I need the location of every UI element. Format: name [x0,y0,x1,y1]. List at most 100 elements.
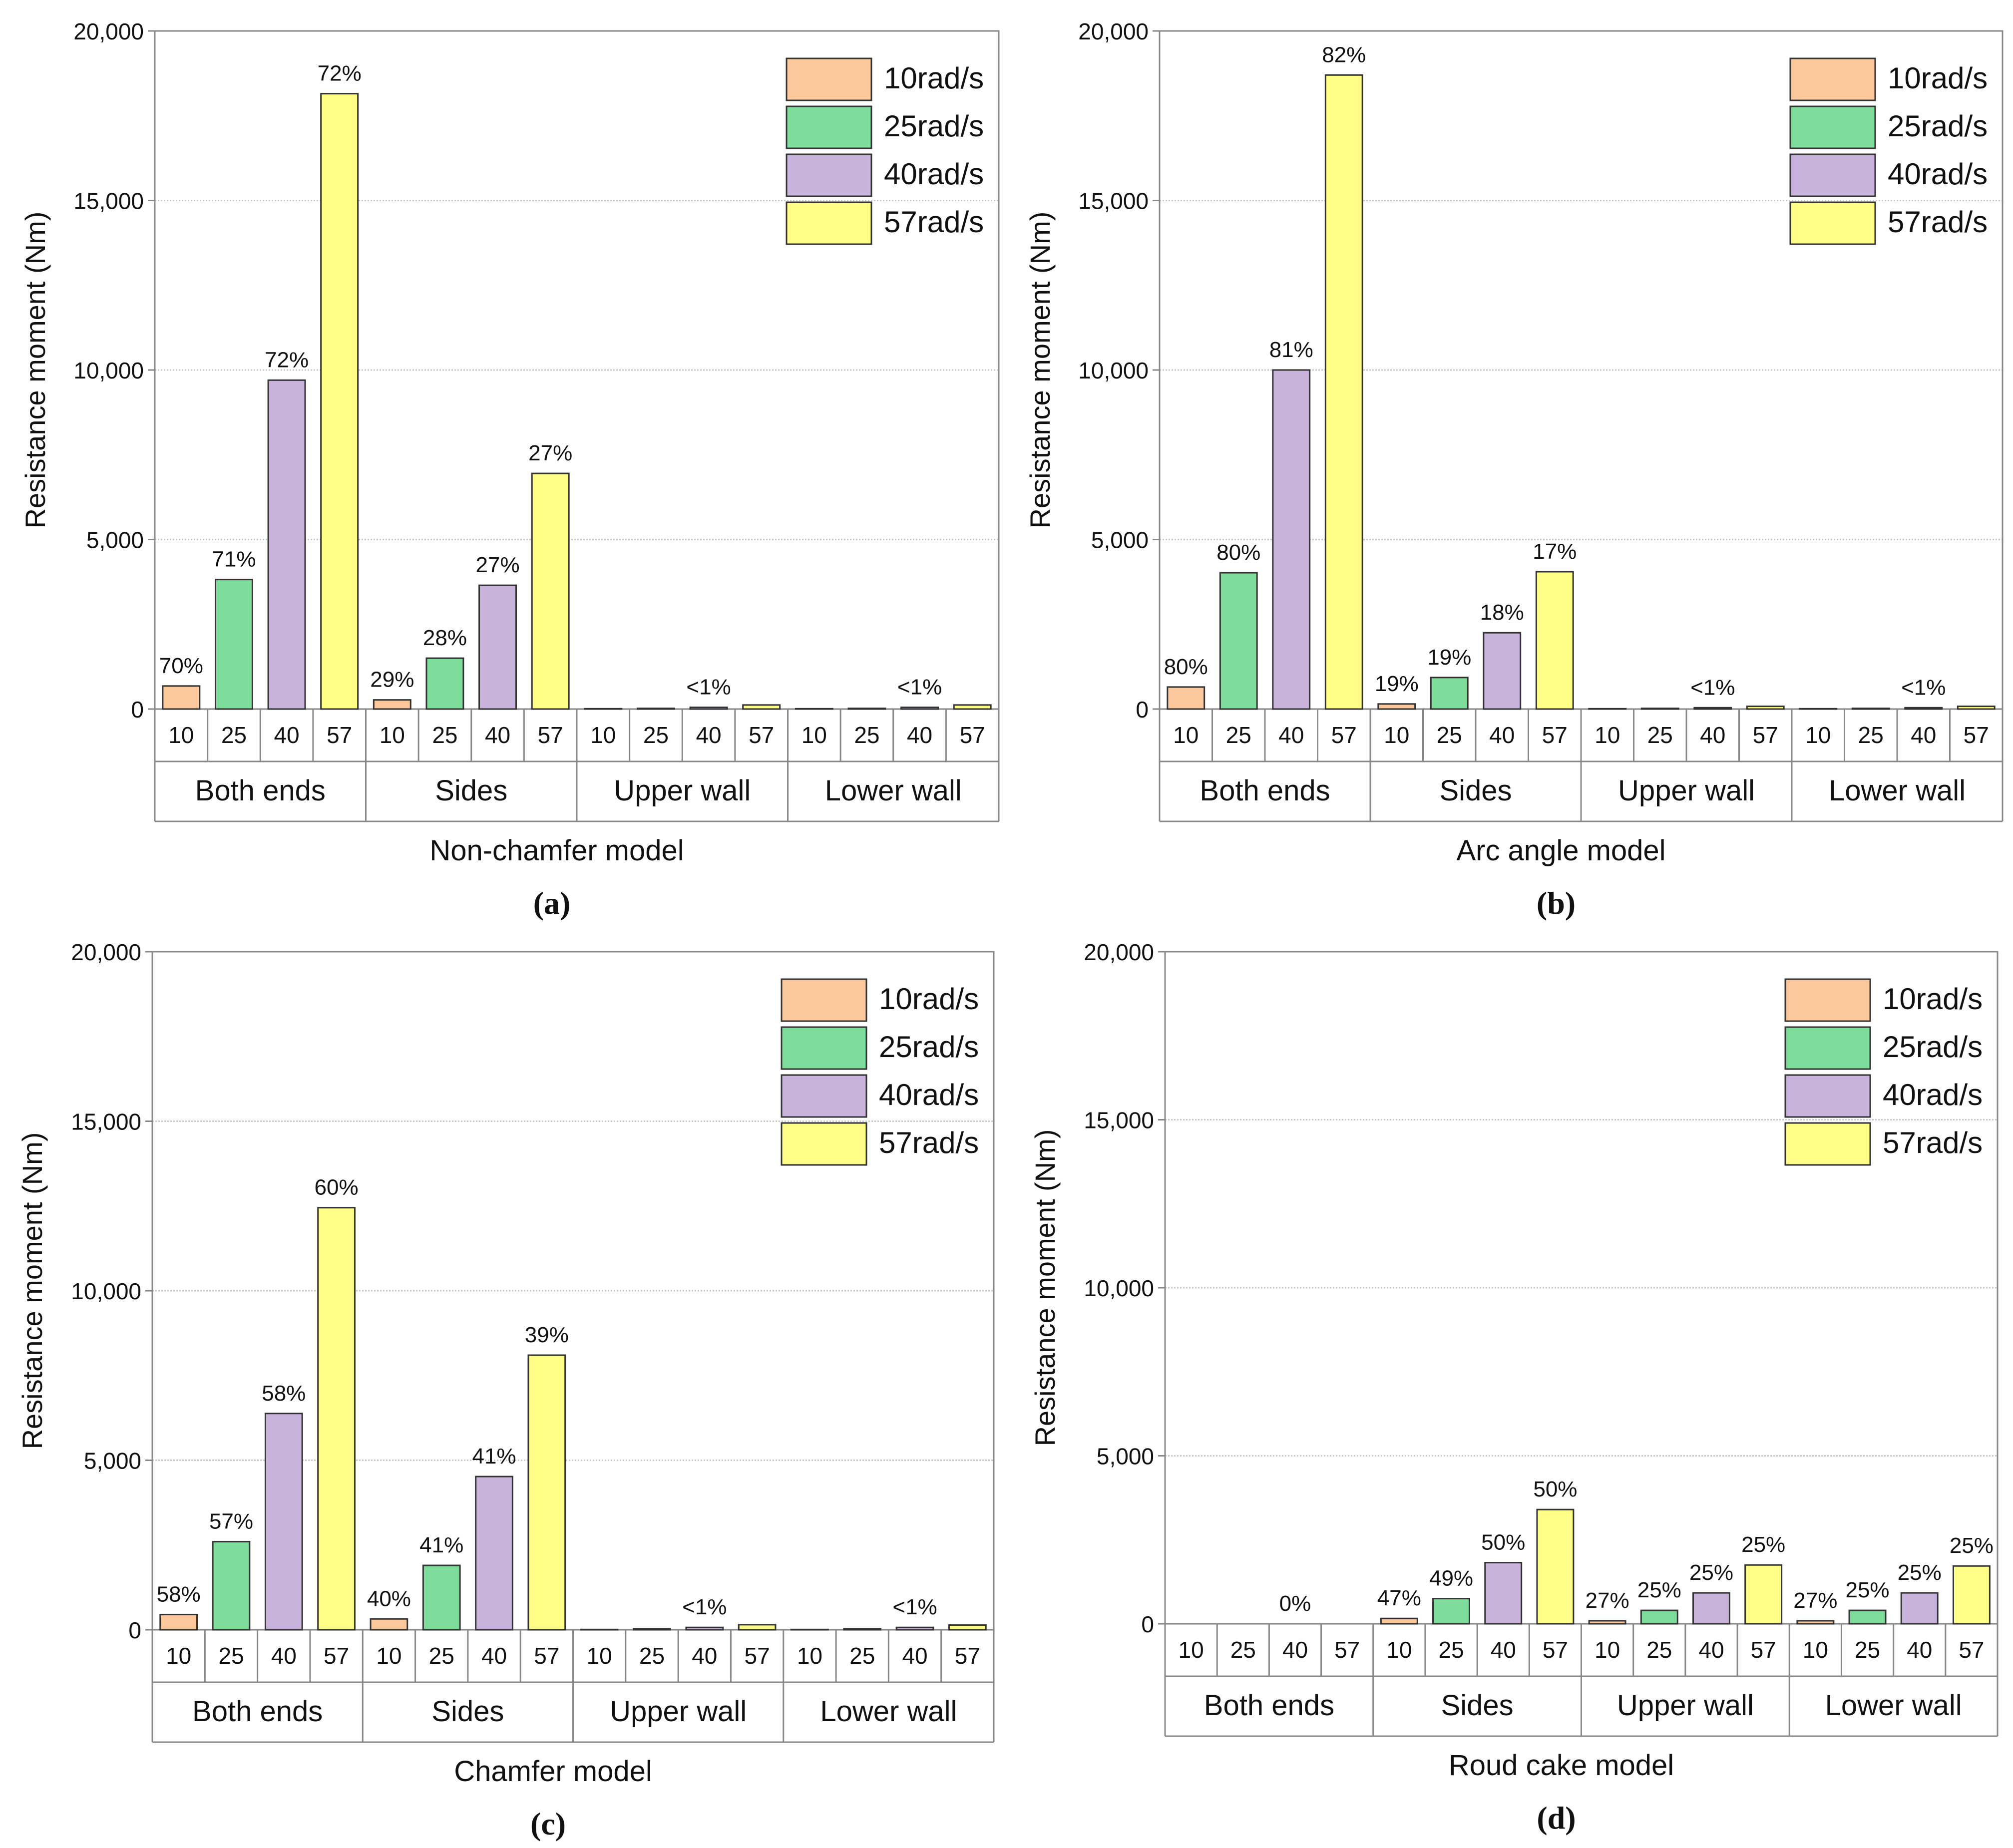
x-tick-label: 40 [485,722,510,748]
x-tick-label: 25 [1437,722,1462,748]
legend-swatch [1784,1026,1871,1070]
data-label: 41% [472,1444,516,1469]
bar [1430,677,1469,710]
model-title: Chamfer model [454,1755,652,1788]
legend-label: 10rad/s [1883,982,1983,1016]
x-tick-label: 40 [481,1643,507,1669]
legend-label: 57rad/s [1888,205,1988,239]
y-tick-label: 0 [128,1617,141,1643]
x-tick-label: 10 [166,1643,191,1669]
bar [212,1540,251,1631]
data-label: 0% [1279,1591,1311,1616]
x-tick-label: 40 [1282,1637,1308,1663]
bar [1167,686,1206,710]
legend-swatch [1784,1122,1871,1166]
x-tick-label: 57 [1334,1637,1360,1663]
bar [264,1413,303,1631]
model-title: Arc angle model [1456,834,1665,867]
x-tick-label: 10 [802,722,827,748]
data-label: 25% [1950,1533,1994,1558]
x-tick-label: 10 [1173,722,1199,748]
y-axis-label: Resistance moment (Nm) [19,212,51,529]
bar [531,472,570,710]
y-tick-label: 0 [131,697,144,723]
model-title: Roud cake model [1449,1749,1674,1782]
group-label: Upper wall [1617,1689,1754,1722]
data-label: 19% [1427,645,1471,670]
y-tick-label: 15,000 [71,1109,141,1135]
x-tick-label: 57 [1959,1637,1984,1663]
group-label: Lower wall [1829,774,1966,807]
data-label: 49% [1429,1566,1473,1591]
bar [948,1624,987,1631]
legend-swatch [781,978,867,1022]
y-tick-label: 10,000 [71,1278,141,1304]
x-tick-label: 25 [432,722,457,748]
group-label: Both ends [195,774,326,807]
x-tick-label: 40 [696,722,721,748]
data-label: <1% [1690,675,1735,700]
x-tick-label: 25 [1646,1637,1672,1663]
group-label: Upper wall [610,1695,747,1728]
x-tick-label: 40 [1911,722,1936,748]
y-tick-label: 0 [1141,1611,1154,1637]
bar [1484,1562,1523,1625]
y-axis-label: Resistance moment (Nm) [1024,212,1056,529]
data-label: <1% [897,675,942,700]
bar [791,1628,829,1631]
x-tick-label: 25 [1855,1637,1880,1663]
group-label: Lower wall [825,774,962,807]
legend-swatch [1789,57,1876,101]
bar [1744,1564,1783,1625]
bar [1432,1598,1470,1625]
y-tick-label: 10,000 [73,358,144,383]
x-tick-label: 57 [1964,722,1989,748]
bar [159,1613,198,1631]
data-label: 25% [1898,1560,1942,1585]
y-axis-label: Resistance moment (Nm) [1029,1129,1061,1447]
legend-swatch [786,201,872,245]
x-tick-label: 40 [1700,722,1725,748]
group-label: Sides [435,774,507,807]
data-label: 80% [1216,540,1260,565]
x-tick-label: 10 [797,1643,822,1669]
y-tick-label: 5,000 [86,527,144,553]
group-label: Sides [1439,774,1512,807]
x-tick-label: 40 [1489,722,1515,748]
legend-swatch [1789,201,1876,245]
data-label: 72% [318,61,362,86]
legend-label: 40rad/s [879,1078,979,1111]
x-tick-label: 25 [1858,722,1884,748]
panel-label: (c) [530,1806,566,1842]
x-tick-label: 40 [1698,1637,1724,1663]
y-tick-label: 5,000 [1097,1444,1154,1470]
legend-swatch [1784,1074,1871,1118]
legend-label: 40rad/s [1888,157,1988,191]
bar [1535,571,1574,710]
legend-label: 25rad/s [879,1030,979,1064]
x-tick-label: 25 [849,1643,875,1669]
x-tick-label: 57 [1753,722,1778,748]
x-tick-label: 10 [380,722,405,748]
legend-label: 25rad/s [1888,109,1988,143]
data-label: 58% [262,1381,306,1406]
bar [1952,1565,1991,1625]
chart-panel-c: 0 5,000 10,000 15,000 20,000 Resistance momen… [16,939,995,1842]
bar [685,1626,724,1631]
data-label: 57% [209,1509,253,1533]
x-tick-label: 57 [955,1643,980,1669]
data-label: 25% [1689,1560,1733,1585]
bar [1957,706,1996,710]
group-label: Upper wall [1618,774,1755,807]
x-tick-label: 40 [907,722,932,748]
bar [425,657,464,710]
bar [843,1628,882,1631]
data-label: 27% [1793,1588,1837,1613]
legend-swatch [781,1074,867,1118]
y-tick-label: 15,000 [1078,188,1149,214]
x-tick-label: 57 [745,1643,770,1669]
x-tick-label: 57 [534,1643,559,1669]
x-tick-label: 25 [639,1643,665,1669]
legend-swatch [781,1122,867,1166]
bar [478,584,517,710]
